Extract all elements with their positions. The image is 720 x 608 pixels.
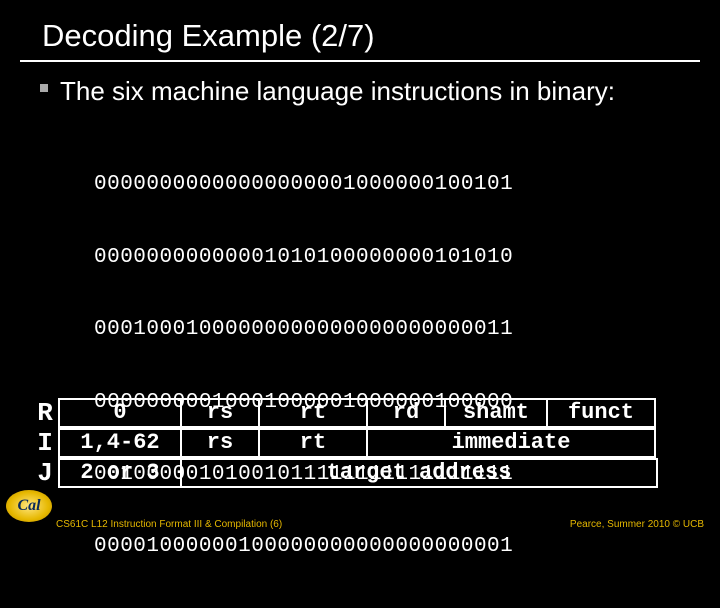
binary-line: 00000000000000000001000000100101 bbox=[94, 173, 720, 197]
format-row-r: R 0 rs rt rd shamt funct bbox=[30, 398, 658, 428]
field-immediate: immediate bbox=[366, 428, 656, 458]
field-shamt: shamt bbox=[444, 398, 548, 428]
bullet-point: The six machine language instructions in… bbox=[0, 62, 720, 107]
binary-instructions: 00000000000000000001000000100101 0000000… bbox=[0, 107, 720, 608]
field-rt: rt bbox=[258, 398, 368, 428]
footer-credit: Pearce, Summer 2010 © UCB bbox=[570, 519, 704, 530]
binary-line: 00001000000100000000000000000001 bbox=[94, 535, 720, 559]
binary-line: 00010001000000000000000000000011 bbox=[94, 318, 720, 342]
field-opcode: 2 or 3 bbox=[58, 458, 182, 488]
slide: Decoding Example (2/7) The six machine l… bbox=[0, 0, 720, 540]
binary-line: 00000000000001010100000000101010 bbox=[94, 246, 720, 270]
square-bullet-icon bbox=[40, 84, 48, 92]
footer-course-info: CS61C L12 Instruction Format III & Compi… bbox=[56, 519, 282, 530]
field-opcode: 0 bbox=[58, 398, 182, 428]
cal-logo: Cal bbox=[6, 490, 52, 522]
format-label: J bbox=[30, 458, 60, 488]
format-row-j: J 2 or 3 target address bbox=[30, 458, 658, 488]
cal-logo-text: Cal bbox=[6, 490, 52, 522]
field-rd: rd bbox=[366, 398, 446, 428]
bullet-text: The six machine language instructions in… bbox=[60, 76, 615, 106]
format-row-i: I 1,4-62 rs rt immediate bbox=[30, 428, 658, 458]
instruction-format-table: R 0 rs rt rd shamt funct I 1,4-62 rs rt … bbox=[30, 398, 658, 488]
field-funct: funct bbox=[546, 398, 656, 428]
field-target: target address bbox=[180, 458, 658, 488]
field-rt: rt bbox=[258, 428, 368, 458]
format-label: R bbox=[30, 398, 60, 428]
field-rs: rs bbox=[180, 398, 260, 428]
field-opcode: 1,4-62 bbox=[58, 428, 182, 458]
field-rs: rs bbox=[180, 428, 260, 458]
format-label: I bbox=[30, 428, 60, 458]
slide-title: Decoding Example (2/7) bbox=[0, 0, 720, 54]
